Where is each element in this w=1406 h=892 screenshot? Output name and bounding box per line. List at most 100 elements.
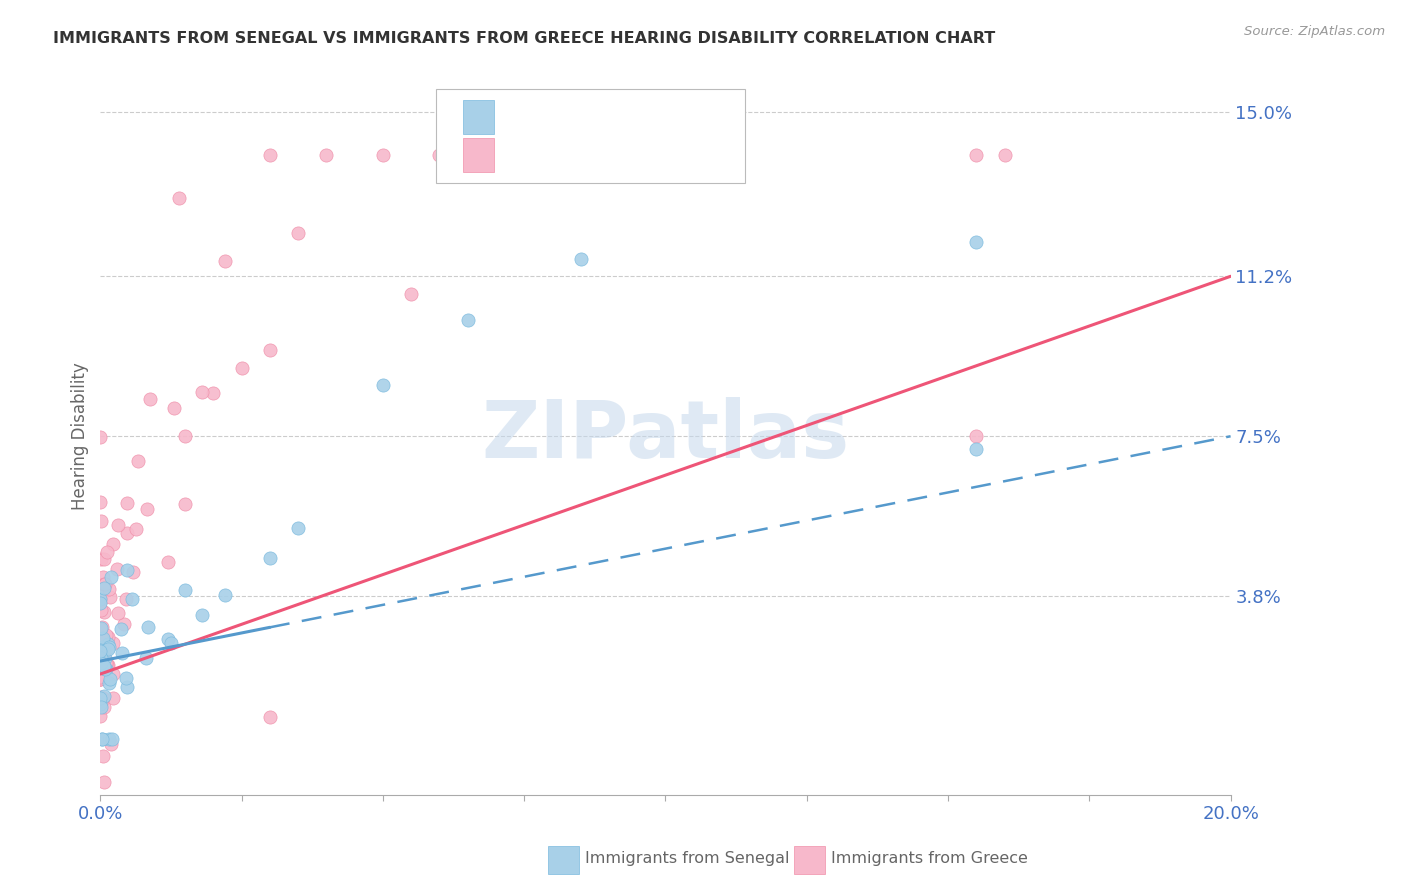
- Point: [287, 226, 309, 240]
- Point: [91, 749, 114, 764]
- Point: [97, 641, 120, 656]
- Point: [90, 514, 112, 528]
- Point: [98, 582, 121, 596]
- Point: [259, 710, 281, 724]
- Point: [90, 640, 112, 655]
- Point: [993, 148, 1015, 162]
- Point: [89, 494, 111, 508]
- Point: [107, 606, 129, 620]
- Point: [136, 620, 159, 634]
- Point: [94, 650, 117, 665]
- Point: [90, 656, 112, 670]
- Point: [100, 737, 122, 751]
- Point: [94, 628, 117, 642]
- Point: [169, 192, 191, 206]
- Point: [93, 577, 115, 591]
- Point: [89, 591, 111, 606]
- Point: [174, 497, 197, 511]
- Text: 0.489: 0.489: [547, 145, 599, 163]
- Point: [89, 672, 111, 686]
- Point: [174, 429, 197, 443]
- Point: [89, 690, 111, 705]
- Point: [90, 589, 112, 603]
- Point: [965, 148, 987, 162]
- Point: [90, 634, 112, 648]
- Point: [371, 148, 394, 162]
- Y-axis label: Hearing Disability: Hearing Disability: [72, 362, 89, 510]
- Point: [93, 649, 115, 664]
- Point: [93, 643, 115, 657]
- Point: [711, 148, 734, 162]
- Point: [89, 670, 111, 684]
- Point: [125, 523, 148, 537]
- Point: [97, 731, 120, 746]
- Point: [94, 576, 117, 591]
- Point: [103, 667, 125, 681]
- Point: [91, 632, 114, 646]
- Point: [157, 555, 180, 569]
- Point: [110, 646, 132, 660]
- Point: [202, 386, 225, 401]
- Point: [93, 658, 115, 673]
- Text: R =: R =: [508, 145, 544, 163]
- Point: [259, 550, 281, 565]
- Point: [110, 622, 132, 636]
- Point: [93, 552, 115, 566]
- Point: [96, 545, 118, 559]
- Point: [191, 607, 214, 622]
- Point: [90, 633, 112, 648]
- Point: [569, 252, 592, 266]
- Point: [159, 636, 181, 650]
- Point: [91, 631, 114, 645]
- Point: [315, 148, 337, 162]
- Text: Immigrants from Senegal: Immigrants from Senegal: [585, 851, 789, 865]
- Point: [97, 640, 120, 655]
- Point: [90, 650, 112, 665]
- Point: [115, 526, 138, 541]
- Point: [89, 672, 111, 686]
- Point: [90, 657, 112, 671]
- Point: [98, 672, 121, 686]
- Point: [93, 699, 115, 714]
- Point: [90, 552, 112, 566]
- Point: [122, 565, 145, 579]
- Point: [214, 588, 236, 602]
- Point: [93, 690, 115, 704]
- Point: [287, 521, 309, 535]
- Point: [90, 603, 112, 617]
- Point: [103, 537, 125, 551]
- Point: [90, 657, 112, 671]
- Point: [89, 644, 111, 658]
- Point: [90, 650, 112, 665]
- Point: [541, 148, 564, 162]
- Text: 49: 49: [631, 109, 655, 127]
- Point: [371, 378, 394, 392]
- Point: [163, 401, 186, 416]
- Point: [429, 148, 451, 162]
- Point: [965, 235, 987, 249]
- Point: [214, 254, 236, 268]
- Point: [105, 562, 128, 576]
- Point: [157, 632, 180, 647]
- Point: [598, 148, 620, 162]
- Point: [259, 343, 281, 357]
- Point: [91, 731, 114, 746]
- Point: [139, 392, 162, 406]
- Point: [89, 622, 111, 636]
- Point: [135, 651, 157, 665]
- Point: [965, 442, 987, 457]
- Point: [115, 592, 138, 607]
- Text: N =: N =: [596, 109, 644, 127]
- Point: [174, 583, 197, 598]
- Point: [89, 597, 111, 611]
- Point: [90, 731, 112, 746]
- Point: [89, 642, 111, 657]
- Point: [485, 148, 508, 162]
- Point: [112, 617, 135, 632]
- Point: [191, 385, 214, 400]
- Text: ZIPatlas: ZIPatlas: [481, 397, 849, 475]
- Point: [94, 662, 117, 676]
- Point: [97, 657, 120, 672]
- Point: [259, 148, 281, 162]
- Point: [101, 731, 124, 746]
